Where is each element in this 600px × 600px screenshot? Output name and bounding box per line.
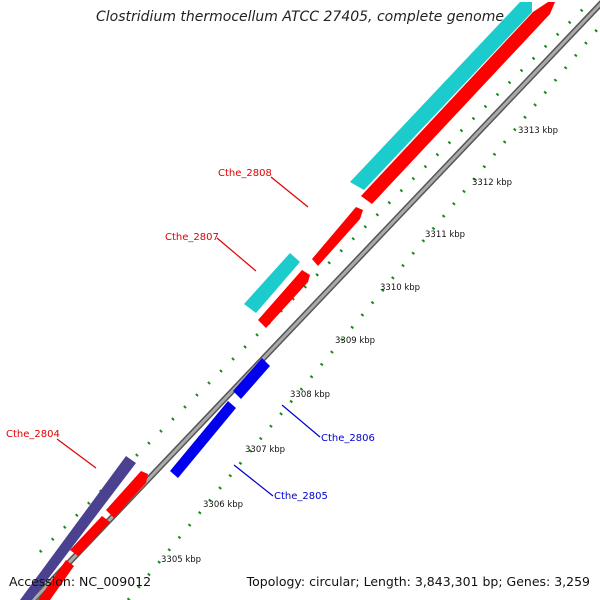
cds-blue-2805[interactable] [170, 401, 236, 478]
inner-dot-track [126, 25, 600, 600]
gene-labels: Cthe_2808 Cthe_2807 Cthe_2806 Cthe_2805 … [6, 168, 375, 502]
cds-cyan-2807[interactable] [244, 253, 300, 313]
cds-blue-2806[interactable] [233, 358, 270, 399]
gene-label-cthe-2808[interactable]: Cthe_2808 [218, 168, 272, 179]
tick-label: 3309 kbp [335, 336, 375, 346]
tick-label: 3310 kbp [380, 283, 420, 293]
cds-red-2807[interactable] [258, 270, 310, 328]
cds-navy [20, 456, 136, 600]
forward-strand-red [38, 2, 555, 600]
cds-red-2808[interactable] [312, 207, 363, 266]
cds-red-2804b[interactable] [70, 516, 110, 556]
tick-label: 3311 kbp [425, 230, 465, 240]
forward-strand-cyan [244, 2, 532, 313]
map-title: Clostridium thermocellum ATCC 27405, com… [96, 9, 504, 25]
gene-label-cthe-2805[interactable]: Cthe_2805 [274, 491, 328, 502]
gene-label-cthe-2806[interactable]: Cthe_2806 [321, 433, 375, 444]
gene-label-cthe-2807[interactable]: Cthe_2807 [165, 232, 219, 243]
accession-text: Accession: NC_009012 [9, 574, 152, 589]
cds-red-2804a[interactable] [106, 471, 148, 518]
cds-cyan-long[interactable] [350, 2, 532, 190]
gene-label-cthe-2804[interactable]: Cthe_2804 [6, 429, 60, 440]
tick-label: 3307 kbp [245, 445, 285, 455]
topology-text: Topology: circular; Length: 3,843,301 bp… [246, 574, 590, 589]
tick-label: 3305 kbp [161, 555, 201, 565]
tick-label: 3312 kbp [472, 178, 512, 188]
tick-label: 3308 kbp [290, 390, 330, 400]
cds-red-2804c[interactable] [38, 560, 74, 600]
tick-label: 3306 kbp [203, 500, 243, 510]
label-connectors [56, 176, 321, 497]
cds-navy-2804[interactable] [20, 456, 136, 600]
tick-label: 3313 kbp [518, 126, 558, 136]
tick-labels: 3305 kbp 3306 kbp 3307 kbp 3308 kbp 3309… [161, 126, 558, 565]
reverse-strand-blue [170, 358, 270, 478]
cds-red-long[interactable] [361, 2, 555, 204]
